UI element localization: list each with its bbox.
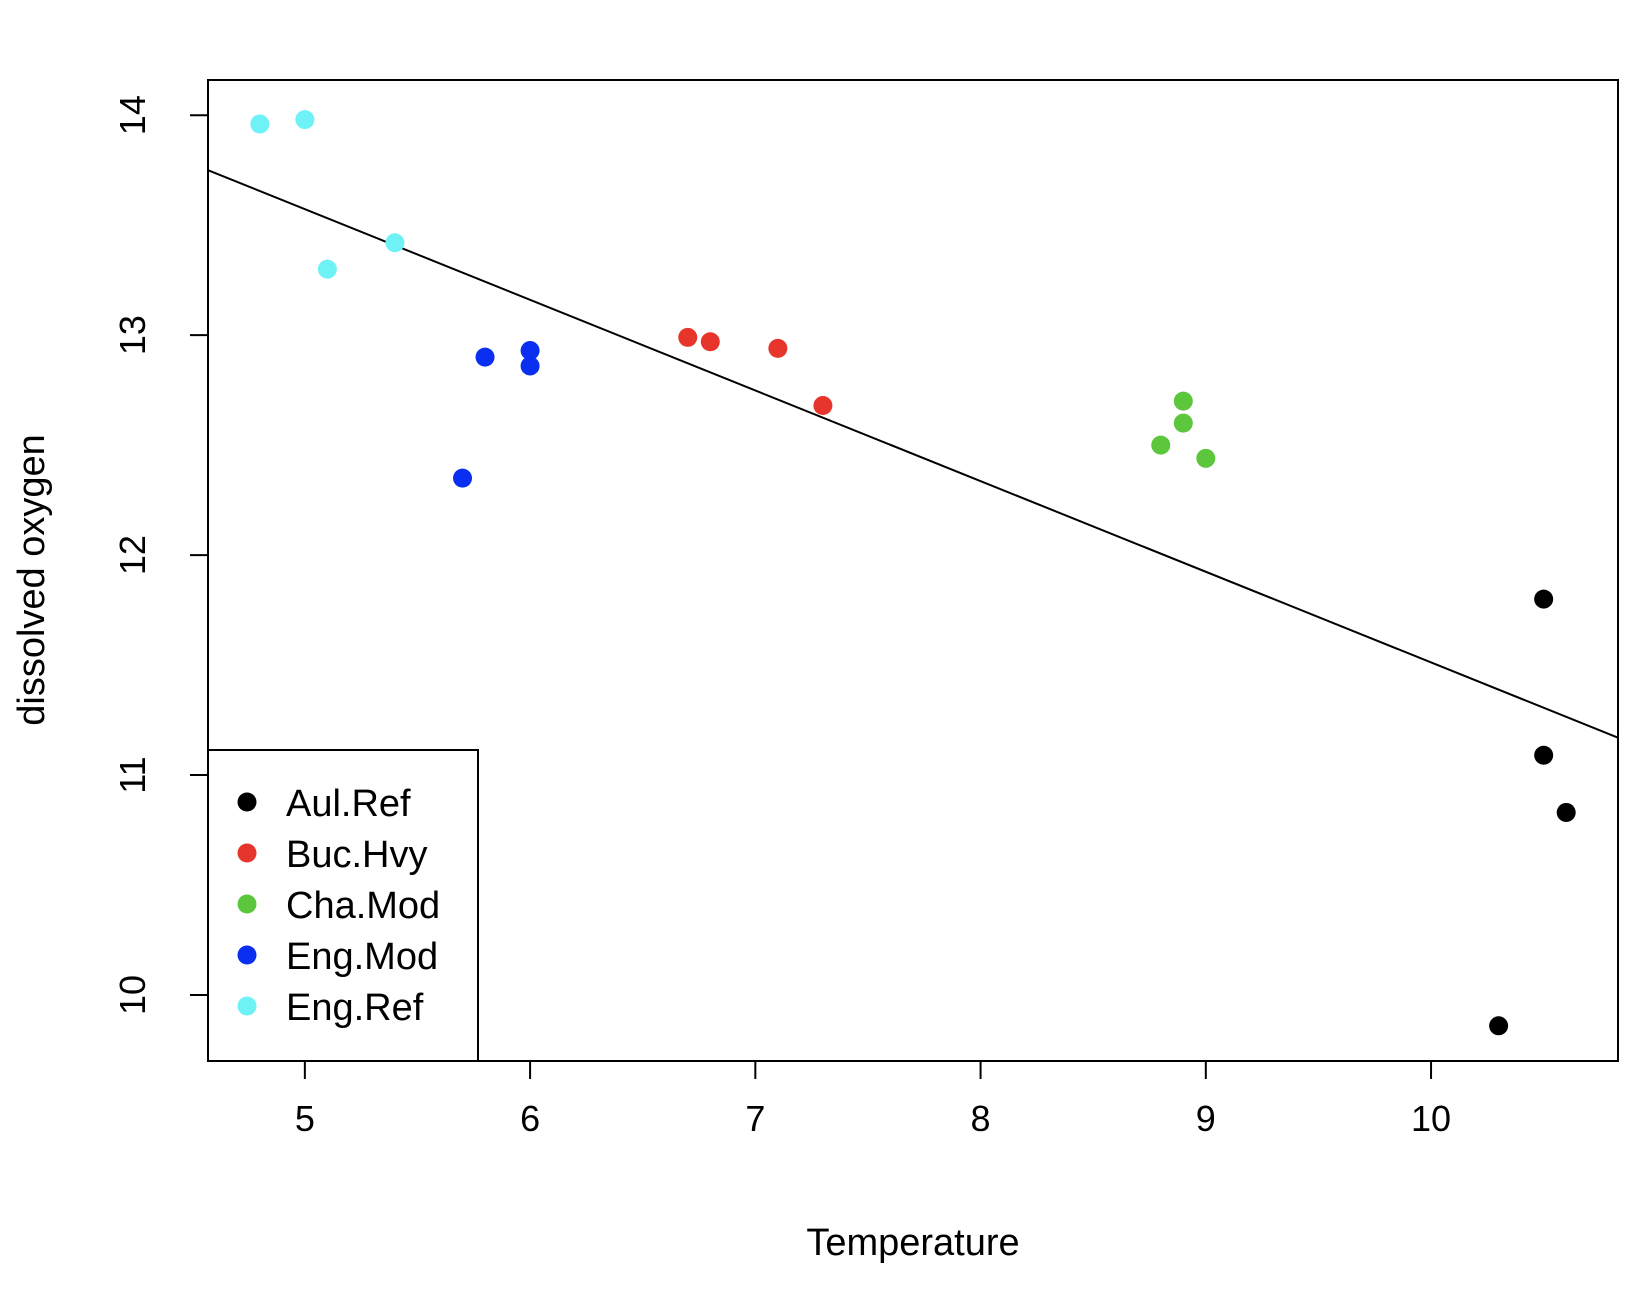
legend-label: Buc.Hvy [286, 834, 427, 876]
legend-marker [237, 894, 257, 914]
series-cha-mod [1151, 391, 1216, 468]
x-tick-label: 5 [295, 1098, 315, 1139]
data-point [1151, 435, 1171, 455]
x-tick-label: 6 [520, 1098, 540, 1139]
legend-label: Eng.Ref [286, 987, 424, 1029]
data-point [1173, 413, 1193, 433]
legend-marker [237, 843, 257, 863]
x-axis-title: Temperature [806, 1222, 1019, 1264]
data-point [520, 356, 540, 376]
legend-marker [237, 996, 257, 1016]
data-point [250, 114, 270, 134]
data-point [317, 259, 337, 279]
data-point [1534, 589, 1554, 609]
regression-line-group [207, 169, 1619, 739]
data-point [700, 332, 720, 352]
data-points [250, 110, 1576, 1036]
legend-label: Aul.Ref [286, 783, 411, 825]
data-point [678, 327, 698, 347]
y-tick-label: 11 [112, 756, 153, 793]
regression-line [207, 169, 1619, 739]
y-tick-label: 10 [112, 975, 153, 1015]
data-point [1173, 391, 1193, 411]
y-tick-label: 13 [112, 315, 153, 355]
x-tick-label: 8 [971, 1098, 991, 1139]
plot-box [207, 79, 1619, 1062]
y-axis-title: dissolved oxygen [11, 434, 53, 726]
data-point [453, 468, 473, 488]
x-tick-label: 9 [1196, 1098, 1216, 1139]
legend-label: Eng.Mod [286, 936, 438, 978]
series-eng-mod [453, 341, 540, 488]
series-buc-hvy [678, 327, 833, 416]
x-tick-label: 7 [745, 1098, 765, 1139]
legend-label: Cha.Mod [286, 885, 440, 927]
y-tick-label: 12 [112, 535, 153, 575]
x-tick-label: 10 [1411, 1098, 1451, 1139]
data-point [475, 347, 495, 367]
series-aul-ref [1489, 589, 1576, 1036]
y-tick-label: 14 [112, 95, 153, 135]
x-axis: 5 6 7 8 9 10 [295, 1061, 1451, 1139]
legend: Aul.Ref Buc.Hvy Cha.Mod Eng.Mod Eng.Ref [207, 749, 479, 1062]
data-point [1556, 802, 1576, 822]
data-point [1534, 745, 1554, 765]
series-eng-ref [250, 110, 405, 279]
data-point [295, 110, 315, 130]
data-point [813, 396, 833, 416]
legend-marker [237, 792, 257, 812]
data-point [385, 233, 405, 253]
data-point [768, 338, 788, 358]
data-point [1196, 448, 1216, 468]
legend-marker [237, 945, 257, 965]
y-axis: 10 11 12 13 14 [112, 95, 208, 1015]
data-point [1489, 1016, 1509, 1036]
data-point [520, 341, 540, 361]
